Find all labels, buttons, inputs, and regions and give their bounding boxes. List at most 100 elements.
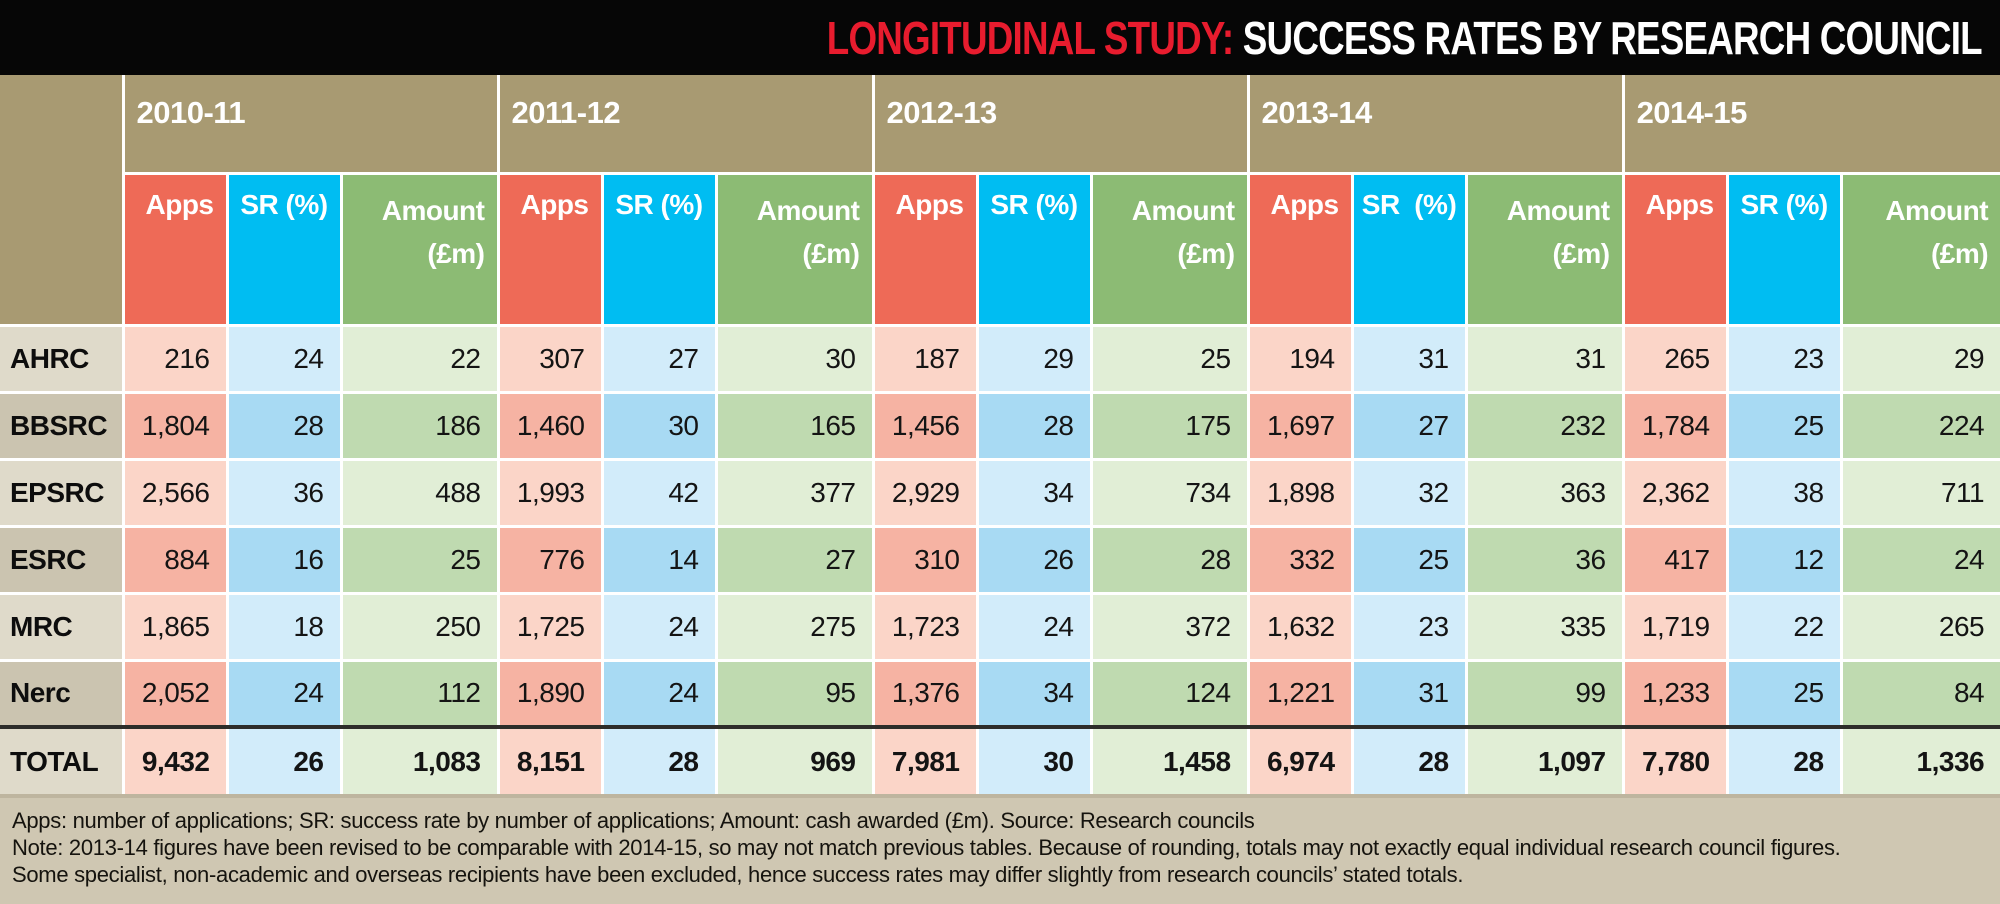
data-cell: 7,780 [1621, 725, 1729, 796]
amount-label: Amount [1885, 194, 1989, 226]
data-cell: 28 [225, 390, 343, 461]
data-cell: 25 [1725, 390, 1843, 461]
year-header: 2014-15 [1621, 73, 2000, 175]
amount-unit: (£m) [1177, 237, 1235, 269]
data-cell: 28 [1089, 524, 1250, 595]
year-header: 2011-12 [496, 73, 875, 175]
data-cell: 335 [1464, 591, 1625, 662]
title-bar: LONGITUDINAL STUDY: SUCCESS RATES BY RES… [0, 0, 2000, 75]
data-cell: 25 [1725, 658, 1843, 729]
data-cell: 1,725 [496, 591, 604, 662]
data-cell: 776 [496, 524, 604, 595]
data-cell: 22 [1725, 591, 1843, 662]
data-cell: 18 [225, 591, 343, 662]
data-cell: 224 [1839, 390, 2000, 461]
row-label: TOTAL [0, 725, 125, 796]
amount-unit: (£m) [1552, 237, 1610, 269]
data-cell: 22 [339, 323, 500, 394]
data-cell: 2,929 [871, 457, 979, 528]
data-cell: 1,632 [1246, 591, 1354, 662]
data-cell: 24 [1839, 524, 2000, 595]
row-label: MRC [0, 591, 125, 662]
col-header-sr: SR (%) [225, 171, 343, 327]
data-cell: 310 [871, 524, 979, 595]
year-header: 2013-14 [1246, 73, 1625, 175]
data-cell: 1,784 [1621, 390, 1729, 461]
footnote-line: Apps: number of applications; SR: succes… [12, 808, 1255, 833]
data-cell: 36 [225, 457, 343, 528]
col-header-apps: Apps [1621, 171, 1729, 327]
data-cell: 1,456 [871, 390, 979, 461]
col-header-apps: Apps [496, 171, 604, 327]
data-cell: 1,233 [1621, 658, 1729, 729]
data-cell: 30 [714, 323, 875, 394]
data-cell: 1,898 [1246, 457, 1354, 528]
results-table: 2010-11 2011-12 2012-13 2013-14 2014-15 … [0, 73, 2000, 796]
data-cell: 711 [1839, 457, 2000, 528]
col-header-amount: Amount (£m) [1839, 171, 2000, 327]
data-cell: 24 [600, 591, 718, 662]
data-cell: 1,083 [339, 725, 500, 796]
table-row: MRC 1,865 18 250 1,725 24 275 1,723 24 3… [0, 591, 2000, 662]
data-cell: 1,336 [1839, 725, 2000, 796]
amount-label: Amount [756, 194, 860, 226]
data-cell: 488 [339, 457, 500, 528]
data-cell: 2,566 [121, 457, 229, 528]
data-cell: 24 [225, 323, 343, 394]
data-cell: 1,993 [496, 457, 604, 528]
data-cell: 175 [1089, 390, 1250, 461]
col-header-amount: Amount (£m) [1089, 171, 1250, 327]
data-cell: 95 [714, 658, 875, 729]
amount-label: Amount [381, 194, 485, 226]
data-cell: 28 [1725, 725, 1843, 796]
corner-cell [0, 73, 125, 327]
total-row: TOTAL 9,432 26 1,083 8,151 28 969 7,981 … [0, 725, 2000, 796]
col-header-apps: Apps [1246, 171, 1354, 327]
data-cell: 884 [121, 524, 229, 595]
data-cell: 1,376 [871, 658, 979, 729]
data-cell: 250 [339, 591, 500, 662]
data-cell: 112 [339, 658, 500, 729]
data-cell: 14 [600, 524, 718, 595]
data-cell: 42 [600, 457, 718, 528]
data-cell: 1,890 [496, 658, 604, 729]
column-header-row: Apps SR (%) Amount (£m) Apps SR (%) Amoun… [0, 171, 2000, 327]
data-cell: 27 [714, 524, 875, 595]
table-row: BBSRC 1,804 28 186 1,460 30 165 1,456 28… [0, 390, 2000, 461]
data-cell: 27 [600, 323, 718, 394]
table-row: Nerc 2,052 24 112 1,890 24 95 1,376 34 1… [0, 658, 2000, 729]
data-cell: 31 [1350, 658, 1468, 729]
data-cell: 307 [496, 323, 604, 394]
amount-unit: (£m) [802, 237, 860, 269]
col-header-sr: SR (%) [975, 171, 1093, 327]
data-cell: 25 [339, 524, 500, 595]
data-cell: 25 [1089, 323, 1250, 394]
data-cell: 36 [1464, 524, 1625, 595]
data-cell: 2,052 [121, 658, 229, 729]
data-cell: 34 [975, 658, 1093, 729]
data-cell: 1,719 [1621, 591, 1729, 662]
data-cell: 23 [1350, 591, 1468, 662]
data-cell: 8,151 [496, 725, 604, 796]
data-cell: 332 [1246, 524, 1354, 595]
page-title: LONGITUDINAL STUDY: SUCCESS RATES BY RES… [827, 11, 1983, 65]
data-cell: 1,458 [1089, 725, 1250, 796]
data-cell: 417 [1621, 524, 1729, 595]
data-cell: 165 [714, 390, 875, 461]
row-label: AHRC [0, 323, 125, 394]
amount-label: Amount [1131, 194, 1235, 226]
data-cell: 377 [714, 457, 875, 528]
col-header-apps: Apps [871, 171, 979, 327]
data-cell: 187 [871, 323, 979, 394]
data-cell: 30 [600, 390, 718, 461]
data-cell: 24 [600, 658, 718, 729]
table-row: ESRC 884 16 25 776 14 27 310 26 28 332 2… [0, 524, 2000, 595]
col-header-amount: Amount (£m) [1464, 171, 1625, 327]
amount-unit: (£m) [427, 237, 485, 269]
data-cell: 12 [1725, 524, 1843, 595]
col-header-sr: SR (%) [1725, 171, 1843, 327]
data-cell: 31 [1350, 323, 1468, 394]
data-cell: 30 [975, 725, 1093, 796]
row-label: EPSRC [0, 457, 125, 528]
